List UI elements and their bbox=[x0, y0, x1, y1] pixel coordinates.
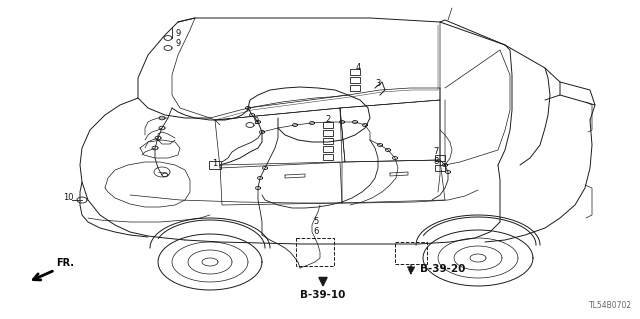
Text: TL54B0702: TL54B0702 bbox=[589, 301, 632, 310]
FancyBboxPatch shape bbox=[323, 122, 333, 128]
Text: 9: 9 bbox=[175, 40, 180, 48]
FancyBboxPatch shape bbox=[209, 161, 221, 169]
FancyBboxPatch shape bbox=[350, 77, 360, 83]
Text: 2: 2 bbox=[325, 115, 331, 124]
FancyBboxPatch shape bbox=[323, 130, 333, 136]
Text: B-39-10: B-39-10 bbox=[300, 290, 346, 300]
FancyBboxPatch shape bbox=[435, 165, 445, 171]
Text: B-39-20: B-39-20 bbox=[420, 264, 465, 274]
FancyBboxPatch shape bbox=[323, 146, 333, 152]
Text: 10: 10 bbox=[63, 194, 73, 203]
Text: 8: 8 bbox=[433, 158, 438, 167]
Text: 4: 4 bbox=[355, 63, 360, 72]
Text: 9: 9 bbox=[175, 29, 180, 39]
FancyBboxPatch shape bbox=[323, 154, 333, 160]
Text: FR.: FR. bbox=[56, 258, 74, 268]
Text: 3: 3 bbox=[375, 79, 381, 88]
FancyBboxPatch shape bbox=[350, 69, 360, 75]
Text: 7: 7 bbox=[433, 147, 438, 157]
Text: 9: 9 bbox=[253, 117, 259, 127]
FancyBboxPatch shape bbox=[435, 155, 445, 161]
Text: 5: 5 bbox=[314, 218, 319, 226]
Text: 1: 1 bbox=[212, 159, 218, 167]
FancyBboxPatch shape bbox=[350, 85, 360, 91]
Text: 6: 6 bbox=[314, 227, 319, 236]
FancyBboxPatch shape bbox=[323, 138, 333, 144]
